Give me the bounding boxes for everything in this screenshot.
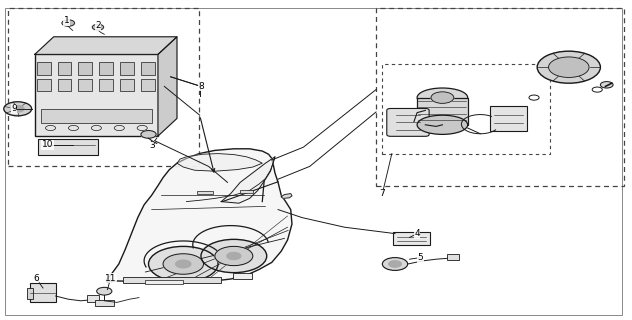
Bar	[35, 54, 158, 136]
Circle shape	[176, 260, 191, 268]
Bar	[37, 62, 51, 75]
Circle shape	[92, 24, 104, 30]
Bar	[58, 79, 71, 91]
Bar	[95, 300, 114, 306]
Ellipse shape	[417, 115, 468, 134]
Circle shape	[62, 20, 75, 26]
Bar	[99, 62, 113, 75]
Circle shape	[431, 92, 454, 103]
Circle shape	[149, 246, 218, 282]
Circle shape	[382, 258, 408, 270]
Circle shape	[549, 57, 589, 77]
Bar	[145, 280, 183, 284]
Text: 9: 9	[11, 104, 17, 113]
Circle shape	[215, 246, 253, 266]
Text: 1: 1	[63, 16, 70, 25]
Text: 7: 7	[379, 189, 386, 198]
Text: 2: 2	[95, 21, 100, 30]
Polygon shape	[158, 37, 177, 136]
Polygon shape	[106, 149, 292, 282]
Text: 3: 3	[149, 141, 155, 150]
Circle shape	[141, 131, 156, 138]
Bar	[120, 62, 134, 75]
Bar	[41, 109, 152, 123]
Circle shape	[537, 51, 600, 83]
Bar	[376, 8, 624, 186]
Circle shape	[4, 102, 32, 116]
Bar	[30, 283, 56, 302]
Bar	[8, 8, 199, 166]
Bar	[78, 79, 92, 91]
Bar	[393, 232, 430, 245]
Text: 4: 4	[415, 229, 420, 238]
Bar	[38, 139, 98, 155]
Bar	[382, 64, 550, 154]
Bar	[197, 191, 213, 194]
Ellipse shape	[417, 88, 468, 107]
Bar	[37, 79, 51, 91]
Circle shape	[97, 287, 112, 295]
Bar	[417, 98, 468, 125]
Circle shape	[11, 106, 24, 112]
Circle shape	[163, 254, 204, 274]
Text: 10: 10	[42, 140, 53, 149]
Polygon shape	[281, 194, 292, 198]
Polygon shape	[35, 37, 177, 54]
Bar	[123, 277, 221, 283]
Bar	[490, 106, 527, 131]
Text: 8: 8	[198, 82, 204, 91]
Polygon shape	[221, 157, 275, 203]
Polygon shape	[177, 154, 262, 171]
Circle shape	[389, 261, 401, 267]
Bar	[141, 79, 155, 91]
Bar	[87, 295, 99, 302]
Text: 6: 6	[33, 274, 39, 283]
Bar	[141, 62, 155, 75]
Bar	[99, 79, 113, 91]
Bar	[27, 288, 33, 299]
Text: 11: 11	[105, 274, 116, 283]
FancyBboxPatch shape	[387, 108, 429, 136]
Circle shape	[227, 252, 241, 260]
Bar	[233, 273, 252, 279]
Circle shape	[600, 82, 613, 88]
Bar	[58, 62, 71, 75]
Bar	[120, 79, 134, 91]
Bar	[78, 62, 92, 75]
Bar	[240, 190, 253, 193]
Circle shape	[201, 239, 267, 273]
Text: 5: 5	[417, 253, 423, 262]
Bar	[447, 254, 459, 260]
